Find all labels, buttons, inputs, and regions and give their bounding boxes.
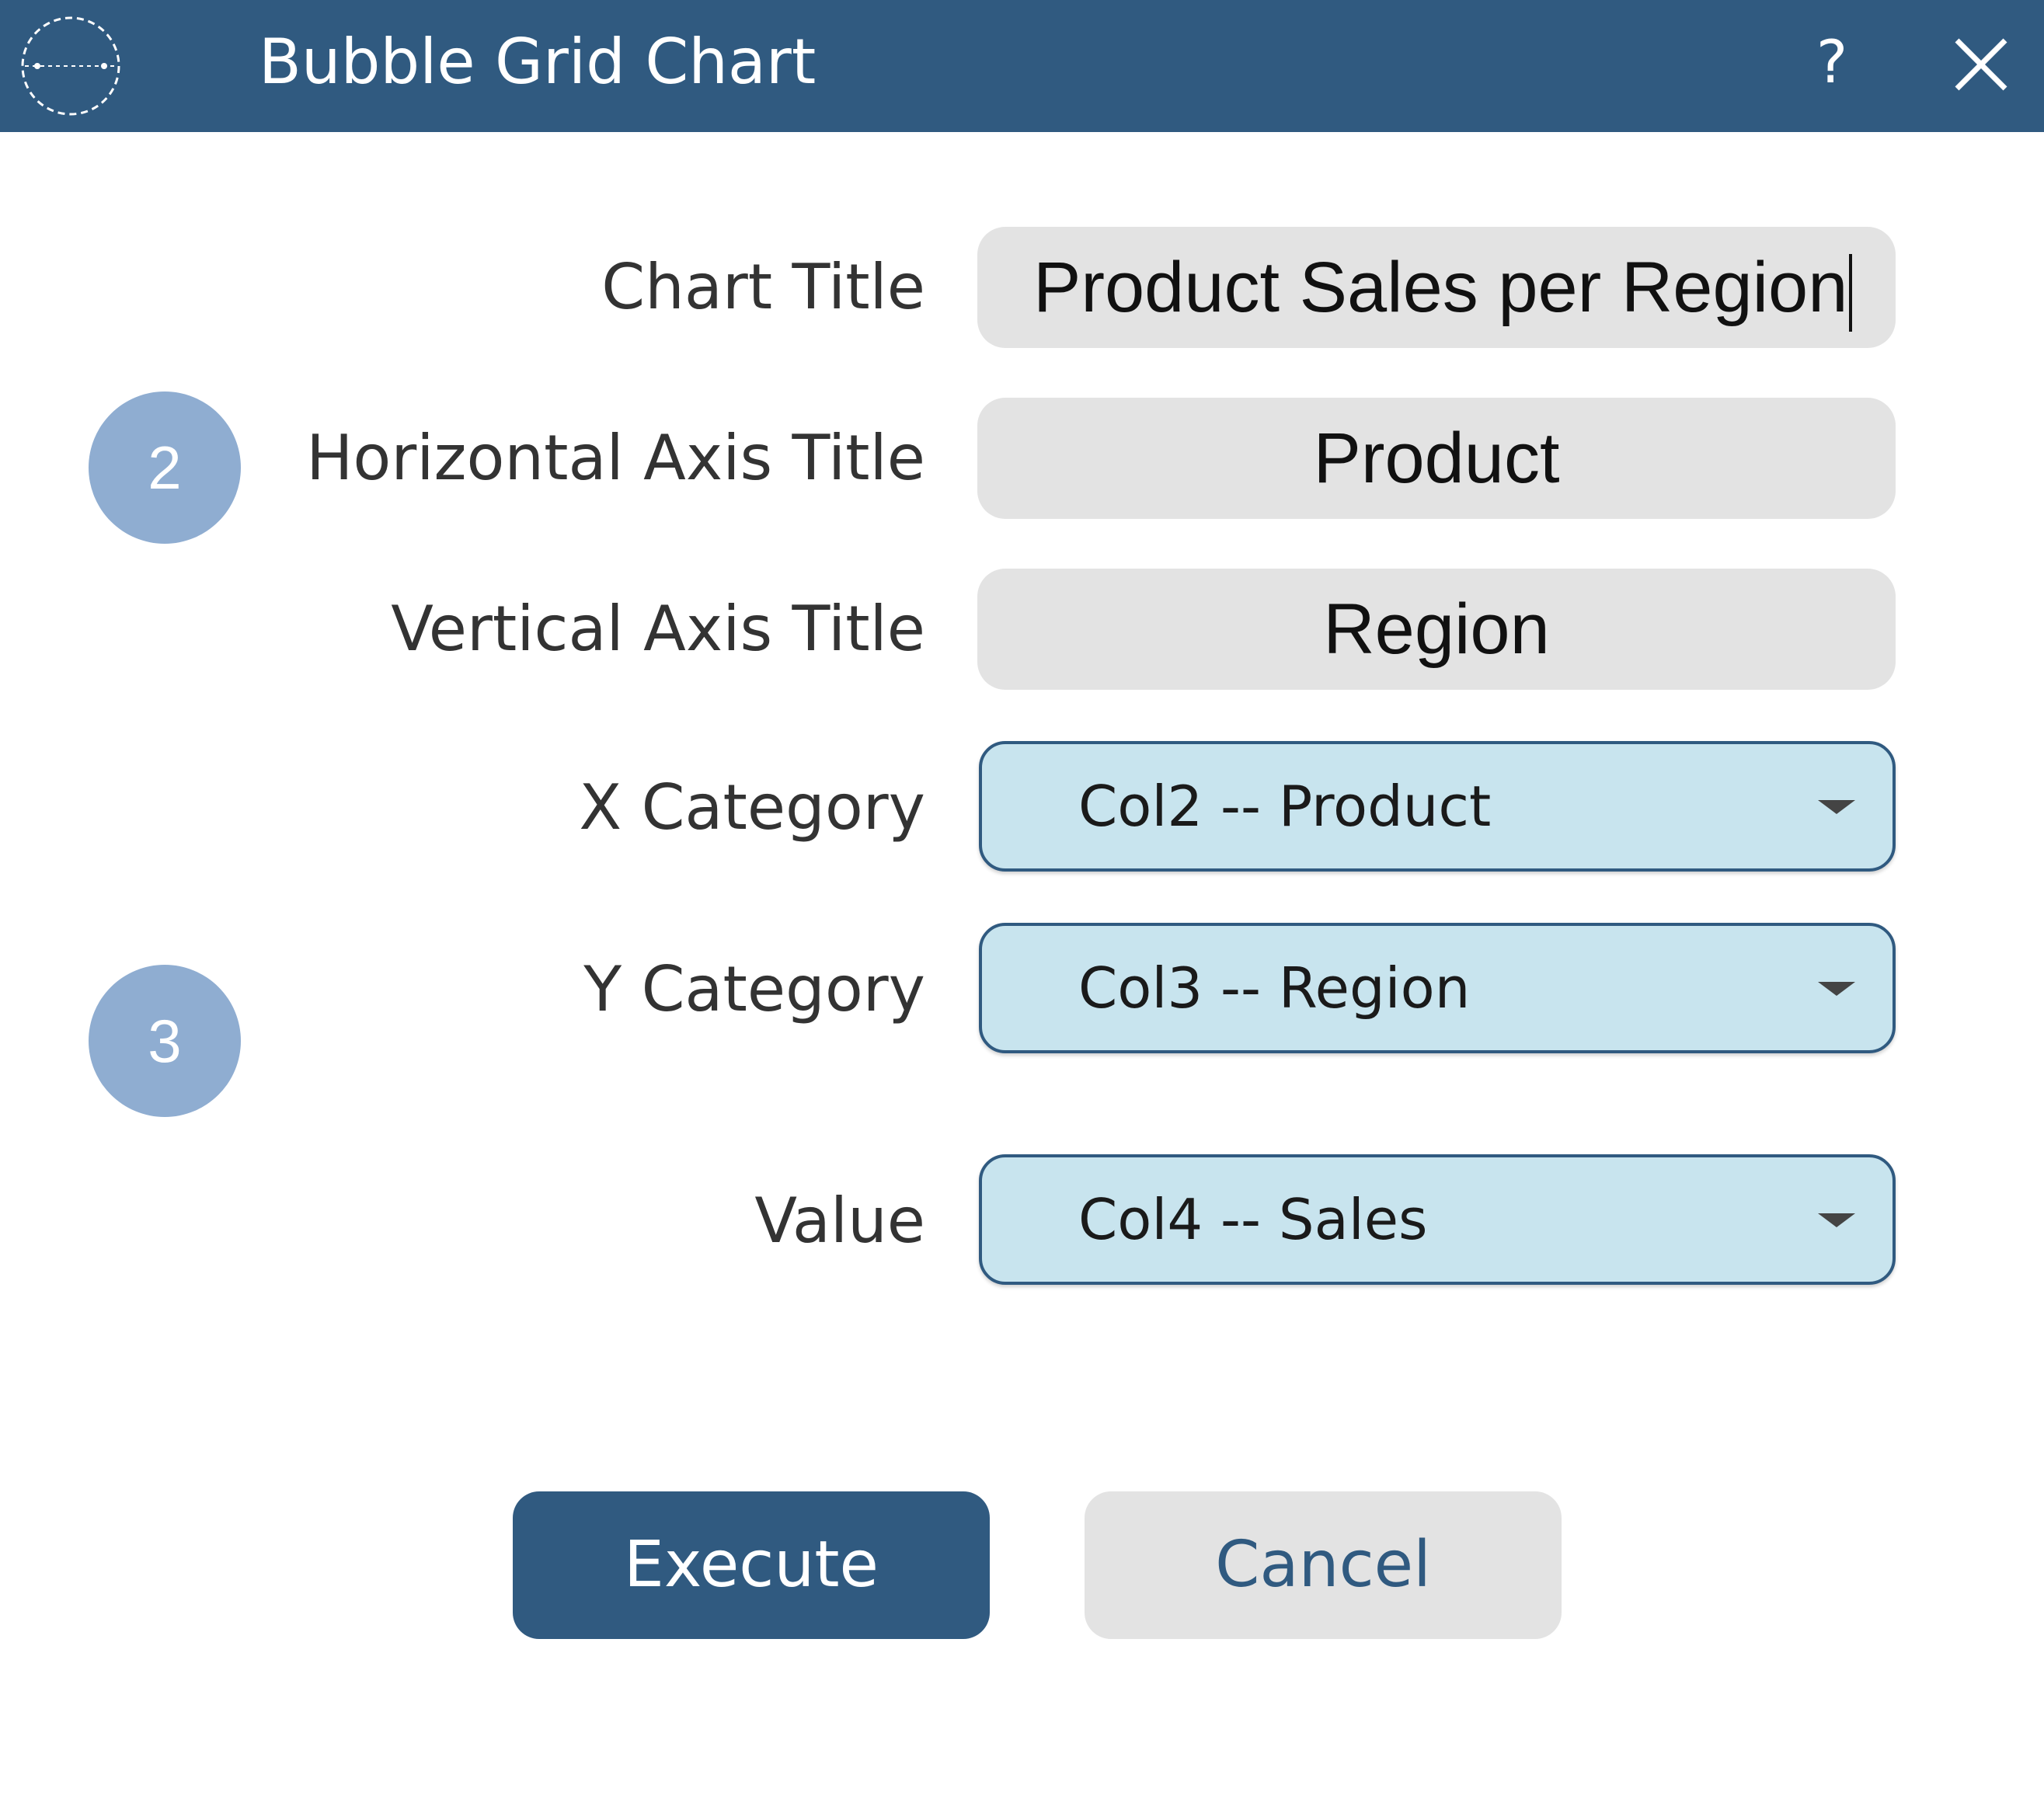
chevron-down-icon — [1818, 982, 1855, 996]
title-bar: Bubble Grid Chart ? — [0, 0, 2044, 132]
x-category-select[interactable]: Col2 -- Product — [979, 741, 1896, 872]
help-button[interactable]: ? — [1816, 27, 1848, 96]
step-badge-3: 3 — [89, 965, 241, 1117]
value-select[interactable]: Col4 -- Sales — [979, 1154, 1896, 1285]
horizontal-axis-title-label: Horizontal Axis Title — [306, 422, 925, 494]
vertical-axis-title-value: Region — [1323, 590, 1550, 669]
cancel-button[interactable]: Cancel — [1085, 1491, 1562, 1639]
value-label: Value — [754, 1185, 925, 1257]
x-category-label: X Category — [579, 771, 925, 844]
text-caret — [1849, 253, 1853, 332]
chart-title-value: Product Sales per Region — [1033, 248, 1848, 327]
chevron-down-icon — [1818, 1213, 1855, 1227]
chevron-down-icon — [1818, 800, 1855, 814]
vertical-axis-title-input[interactable]: Region — [977, 569, 1896, 690]
close-icon[interactable] — [1946, 30, 2016, 99]
y-category-label: Y Category — [583, 953, 925, 1025]
chart-title-label: Chart Title — [601, 251, 925, 323]
y-category-select[interactable]: Col3 -- Region — [979, 923, 1896, 1053]
window-title: Bubble Grid Chart — [259, 26, 817, 98]
y-category-value: Col3 -- Region — [1078, 955, 1471, 1021]
vertical-axis-title-label: Vertical Axis Title — [391, 593, 925, 665]
x-category-value: Col2 -- Product — [1078, 774, 1492, 839]
chart-title-input[interactable]: Product Sales per Region — [977, 227, 1896, 348]
execute-button[interactable]: Execute — [513, 1491, 990, 1639]
step-badge-2: 2 — [89, 391, 241, 544]
horizontal-axis-title-value: Product — [1313, 419, 1560, 498]
app-logo-icon — [21, 16, 120, 116]
value-selected-value: Col4 -- Sales — [1078, 1187, 1428, 1252]
horizontal-axis-title-input[interactable]: Product — [977, 398, 1896, 519]
